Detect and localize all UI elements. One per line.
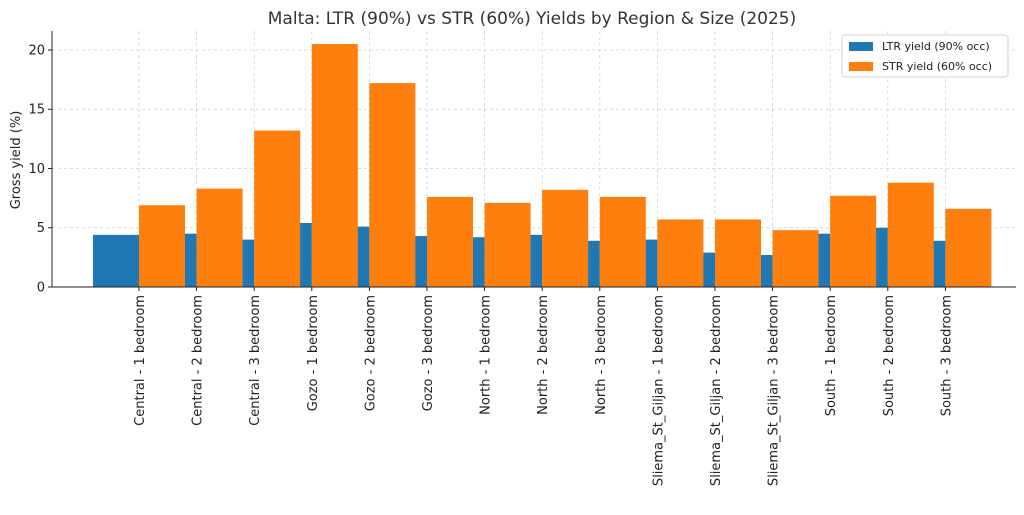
bar-str: [484, 202, 531, 287]
x-tick-label: Sliema_St_Giljan - 2 bedroom: [709, 295, 724, 486]
x-tick-label: South - 1 bedroom: [824, 295, 839, 416]
x-tick-label: South - 3 bedroom: [939, 295, 954, 416]
axes-layer: [51, 31, 1016, 288]
x-tick-label: North - 1 bedroom: [479, 295, 494, 415]
bars-layer: [93, 44, 992, 288]
legend-frame: [841, 34, 1009, 78]
y-tick-label: 10: [28, 162, 45, 177]
y-tick-label: 0: [37, 281, 45, 296]
legend-swatch-ltr: [849, 42, 873, 51]
y-tick-label: 20: [28, 43, 45, 58]
chart-title: Malta: LTR (90%) vs STR (60%) Yields by …: [268, 9, 796, 29]
bar-str: [542, 189, 589, 287]
bar-str: [945, 208, 992, 287]
legend-label-ltr: LTR yield (90% occ): [882, 40, 990, 53]
x-tick-label: Central - 1 bedroom: [133, 295, 148, 426]
x-tick-label: Gozo - 2 bedroom: [363, 295, 378, 411]
x-tick-labels: Central - 1 bedroom Central - 2 bedroom Ce…: [133, 287, 954, 486]
legend: LTR yield (90% occ) STR yield (60% occ): [841, 34, 1009, 78]
bar-str: [830, 195, 877, 287]
bar-ltr: [93, 234, 139, 287]
x-tick-label: Central - 3 bedroom: [248, 295, 263, 426]
bar-str: [311, 44, 358, 288]
bar-str: [427, 196, 473, 287]
bar-str: [196, 188, 243, 287]
x-tick-label: Sliema_St_Giljan - 1 bedroom: [651, 295, 666, 486]
x-tick-label: Sliema_St_Giljan - 3 bedroom: [767, 295, 782, 486]
y-axis-label: Gross yield (%): [9, 111, 24, 210]
bar-str: [599, 196, 646, 287]
bar-str: [887, 182, 934, 287]
x-tick-label: Central - 2 bedroom: [191, 295, 206, 426]
bar-str: [139, 205, 185, 287]
bar-str: [657, 219, 704, 287]
x-tick-label: South - 2 bedroom: [882, 295, 897, 416]
x-tick-label: Gozo - 3 bedroom: [421, 295, 436, 411]
x-tick-label: Gozo - 1 bedroom: [306, 295, 321, 411]
x-tick-label: North - 2 bedroom: [536, 295, 551, 415]
bar-str: [369, 83, 416, 287]
y-tick-label: 15: [28, 103, 45, 118]
y-tick-labels: 0 5 10 15 20: [28, 43, 52, 296]
bar-str: [254, 130, 301, 287]
bar-str: [715, 219, 761, 287]
legend-label-str: STR yield (60% occ): [882, 60, 992, 73]
bar-str: [772, 230, 819, 287]
legend-swatch-str: [849, 62, 873, 71]
y-tick-label: 5: [37, 221, 45, 236]
x-tick-label: North - 3 bedroom: [594, 295, 609, 415]
